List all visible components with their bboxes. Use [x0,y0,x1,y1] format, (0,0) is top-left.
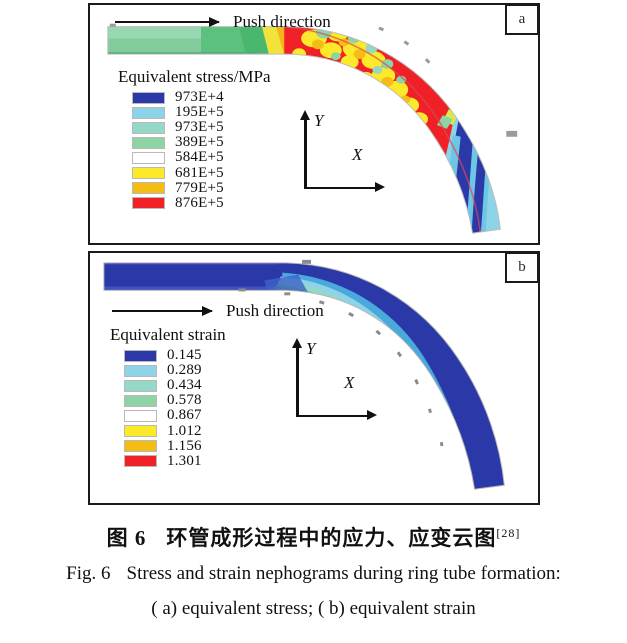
push-direction-label: Push direction [226,301,324,320]
legend-swatch [124,379,157,392]
legend-item: 0.145 [110,347,226,364]
panel-a-tag: a [505,5,538,35]
legend-equivalent-strain: Equivalent strain 0.145 0.289 0.434 0.57… [110,325,226,469]
push-direction-annotation-b: Push direction [112,301,324,321]
push-direction-arrow-icon [112,306,213,316]
push-direction-annotation-a: Push direction [115,12,331,32]
panel-a-equivalent-stress: a Push direction Equivalent stress/MPa 9… [88,3,540,245]
x-axis-label: X [344,373,355,392]
y-axis-arrow-icon [300,110,309,189]
legend-rows: 0.145 0.289 0.434 0.578 0.867 [110,347,226,469]
legend-item: 195E+5 [118,104,271,121]
caption-chinese-text: 环管成形过程中的应力、应变云图 [166,526,497,550]
legend-item: 973E+4 [118,89,271,106]
x-axis-arrow-icon [296,411,377,420]
legend-value: 584E+5 [175,149,224,166]
legend-item: 1.012 [110,422,226,439]
legend-value: 1.301 [167,452,202,469]
legend-swatch [124,394,157,407]
legend-swatch [132,106,165,119]
legend-item: 0.578 [110,392,226,409]
nephogram-strain-image [103,259,505,490]
legend-swatch [124,440,157,453]
legend-swatch [132,182,165,195]
legend-swatch [124,364,157,377]
legend-item: 0.434 [110,377,226,394]
legend-swatch [132,151,165,164]
y-axis-arrow-icon [292,338,301,417]
caption-english-line1: Fig. 6 Stress and strain nephograms durin… [0,563,627,585]
legend-value: 0.578 [167,392,202,409]
legend-value: 779E+5 [175,179,224,196]
legend-item: 1.156 [110,437,226,454]
legend-item: 0.289 [110,362,226,379]
legend-swatch [124,409,157,422]
legend-swatch [132,167,165,180]
legend-swatch [124,455,157,468]
legend-swatch [132,121,165,134]
x-axis-arrow-icon [304,183,385,192]
legend-item: 876E+5 [118,194,271,211]
legend-item: 584E+5 [118,149,271,166]
legend-equivalent-stress: Equivalent stress/MPa 973E+4 195E+5 973E… [118,67,271,211]
legend-swatch [132,197,165,210]
legend-item: 973E+5 [118,119,271,136]
legend-title: Equivalent strain [110,325,226,344]
caption-english-line2: ( a) equivalent stress; ( b) equivalent … [151,598,476,619]
caption-chinese-number: 图 6 [106,526,147,550]
caption-reference-marker: [28] [496,526,521,540]
caption-chinese: 图 6 环管成形过程中的应力、应变云图[28] [0,522,627,552]
push-direction-arrow-icon [115,17,220,27]
x-axis-label: X [352,145,363,164]
legend-value: 0.145 [167,347,202,364]
legend-item: 389E+5 [118,134,271,151]
legend-value: 0.434 [167,377,202,394]
legend-swatch [132,136,165,149]
legend-item: 779E+5 [118,179,271,196]
xy-axes-indicator-b: Y X [282,338,377,420]
y-axis-label: Y [306,339,316,358]
legend-value: 973E+4 [175,89,224,106]
panel-b-equivalent-strain: b Push direction Equivalent strain 0.145… [88,251,540,505]
legend-value: 0.289 [167,362,202,379]
legend-rows: 973E+4 195E+5 973E+5 389E+5 584E+5 [118,89,271,211]
legend-item: 1.301 [110,452,226,469]
legend-value: 195E+5 [175,104,224,121]
legend-item: 681E+5 [118,164,271,181]
legend-item: 0.867 [110,407,226,424]
legend-value: 876E+5 [175,194,224,211]
y-axis-label: Y [314,111,324,130]
xy-axes-indicator-a: Y X [290,110,385,192]
legend-value: 389E+5 [175,134,224,151]
caption-english-text: Stress and strain nephograms during ring… [126,563,561,584]
legend-swatch [124,425,157,438]
legend-value: 681E+5 [175,164,224,181]
legend-value: 0.867 [167,407,202,424]
legend-swatch [124,349,157,362]
legend-value: 1.012 [167,422,202,439]
push-direction-label: Push direction [233,12,331,31]
legend-title: Equivalent stress/MPa [118,67,271,86]
panel-b-tag: b [505,253,538,283]
legend-swatch [132,91,165,104]
nephogram-stress-image [107,23,518,234]
legend-value: 1.156 [167,437,202,454]
legend-value: 973E+5 [175,119,224,136]
caption-english-number: Fig. 6 [66,563,111,584]
